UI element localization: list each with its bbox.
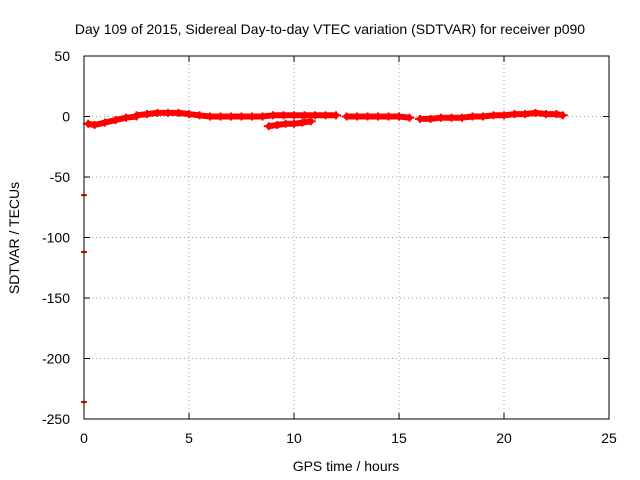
- x-tick-label: 5: [185, 430, 193, 446]
- y-tick-label: -150: [42, 290, 70, 306]
- data-points: [81, 108, 568, 404]
- y-tick-label: 50: [54, 48, 70, 64]
- x-tick-label: 20: [496, 430, 512, 446]
- y-tick-labels: -250 -200 -150 -100 -50 0 50: [42, 48, 70, 427]
- x-tick-label: 25: [601, 430, 617, 446]
- y-tick-label: -100: [42, 230, 70, 246]
- x-tick-label: 10: [286, 430, 302, 446]
- chart-title: Day 109 of 2015, Sidereal Day-to-day VTE…: [75, 21, 585, 37]
- y-tick-label: -250: [42, 411, 70, 427]
- x-tick-label: 15: [391, 430, 407, 446]
- axis-ticks: [83, 55, 610, 420]
- x-axis-label: GPS time / hours: [293, 458, 400, 474]
- y-axis-label: SDTVAR / TECUs: [6, 182, 22, 294]
- y-tick-label: 0: [62, 109, 70, 125]
- x-tick-label: 0: [80, 430, 88, 446]
- y-tick-label: -200: [42, 351, 70, 367]
- x-tick-labels: 0 5 10 15 20 25: [80, 430, 617, 446]
- y-tick-label: -50: [50, 169, 70, 185]
